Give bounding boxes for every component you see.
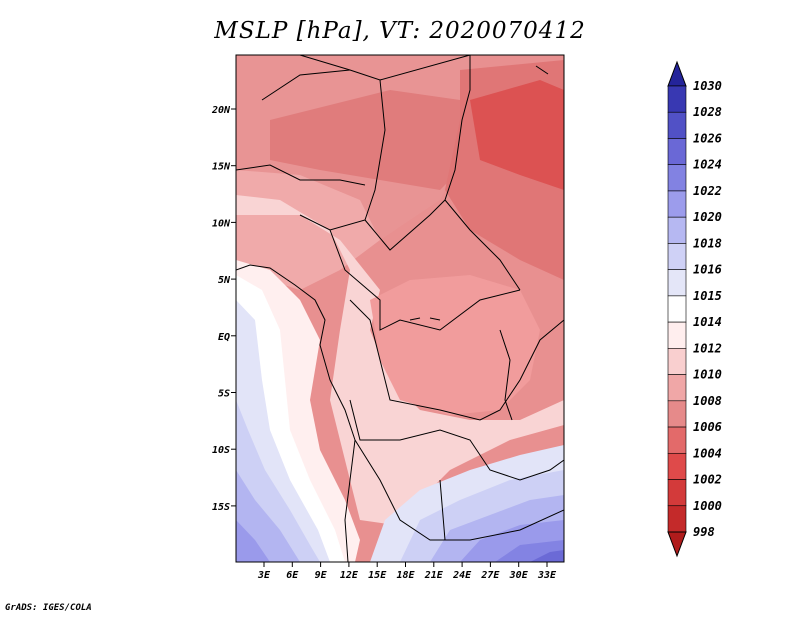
map-title: MSLP [hPa], VT: 2020070412	[214, 18, 586, 44]
colorbar-segment	[667, 111, 687, 139]
colorbar-segment	[667, 190, 687, 218]
colorbar-label: 1018	[693, 236, 722, 250]
colorbar-segment	[667, 243, 687, 270]
colorbar-label: 1014	[693, 315, 722, 329]
colorbar-segment	[667, 321, 687, 349]
lon-label: 27E	[480, 570, 500, 581]
lat-label: 15S	[212, 502, 230, 513]
colorbar-segment	[667, 426, 687, 454]
colorbar-label: 1002	[693, 473, 722, 487]
colorbar-label: 1006	[693, 420, 722, 434]
colorbar-label: 1024	[693, 158, 722, 172]
lon-label: 24E	[452, 570, 472, 581]
colorbar-label: 1030	[693, 79, 722, 93]
lat-label: 20N	[211, 105, 231, 116]
colorbar-segment	[667, 85, 687, 113]
lon-label: 15E	[368, 570, 387, 581]
colorbar-segment	[667, 295, 687, 323]
colorbar-label: 1004	[693, 446, 722, 460]
colorbar-label: 1000	[693, 499, 722, 513]
colorbar-segment	[667, 164, 687, 192]
colorbar-label: 1015	[693, 289, 722, 303]
pressure-field	[236, 55, 564, 562]
colorbar-label: 1020	[693, 210, 722, 224]
colorbar-label: 1026	[693, 131, 722, 145]
colorbar-segment	[667, 479, 687, 507]
lat-label: 10S	[212, 445, 230, 456]
colorbar-segment	[667, 400, 687, 428]
colorbar-segment	[667, 374, 687, 402]
colorbar-label: 1008	[693, 394, 722, 408]
lon-label: 12E	[340, 570, 359, 581]
credit-label: GrADS: IGES/COLA	[5, 603, 92, 613]
lat-label: 5N	[218, 275, 231, 286]
colorbar-label: 1016	[693, 263, 722, 277]
lat-label: 5S	[218, 389, 230, 400]
colorbar-label: 1022	[693, 184, 722, 198]
colorbar-segment	[667, 452, 687, 480]
colorbar: 1030 1028 1026 1024 1022 1020 1018 1016 1015 1014…	[667, 60, 722, 558]
lat-label: 15N	[212, 162, 231, 173]
colorbar-segment	[667, 138, 687, 166]
colorbar-top-arrow	[667, 60, 687, 87]
lat-label: EQ	[218, 332, 230, 343]
colorbar-segment	[667, 348, 687, 375]
lon-label: 33E	[537, 570, 557, 581]
colorbar-segment	[667, 216, 687, 244]
lon-label: 9E	[315, 570, 328, 581]
lon-label: 3E	[257, 570, 271, 581]
colorbar-label: 1010	[693, 368, 722, 382]
colorbar-label: 1012	[693, 341, 722, 355]
coastlines-and-borders	[236, 55, 564, 562]
lon-label: 18E	[396, 570, 415, 581]
lon-label: 30E	[509, 570, 529, 581]
longitude-axis: 3E 6E 9E 12E 15E 18E 21E 24E 27E 30E 33E	[257, 562, 557, 581]
colorbar-segment	[667, 505, 687, 533]
lon-label: 21E	[424, 570, 444, 581]
latitude-axis: 20N 15N 10N 5N EQ 5S 10S 15S	[211, 105, 236, 513]
map-frame	[235, 54, 565, 563]
lat-label: 10N	[212, 218, 231, 229]
lon-label: 6E	[286, 570, 299, 581]
colorbar-label: 1028	[693, 105, 722, 119]
colorbar-label: 998	[693, 525, 715, 539]
colorbar-bottom-arrow	[667, 531, 687, 558]
colorbar-segment	[667, 269, 687, 297]
